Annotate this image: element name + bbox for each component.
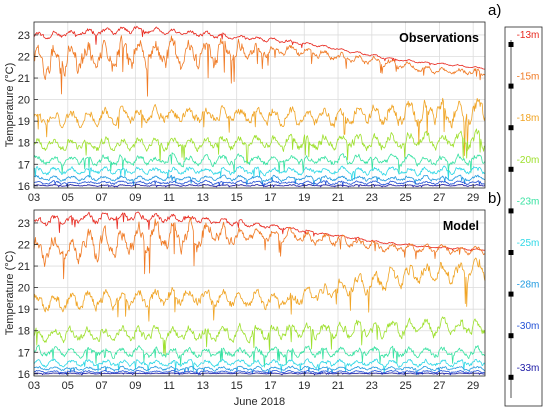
panel-annotation: Observations [399, 31, 479, 45]
legend-label-minus33m: -33m [517, 363, 540, 374]
legend-label-minus30m: -30m [517, 321, 540, 332]
series-line-minus13m [33, 211, 486, 252]
x-tick-label: 09 [129, 192, 141, 204]
x-tick-label: 21 [332, 380, 344, 392]
x-tick-label: 21 [332, 192, 344, 204]
y-tick-label: 20 [18, 283, 30, 295]
panel-tag: b) [488, 190, 501, 207]
y-axis-label: Temperature (°C) [4, 63, 16, 147]
x-tick-label: 23 [366, 192, 378, 204]
y-tick-label: 23 [18, 218, 30, 230]
panel-model: 16 17 18 19 20 21 22 23 03 05 07 09 11 13 15 17 19 21 23 25… [4, 190, 501, 408]
series-line-minus15m [33, 35, 486, 97]
series-line-minus23m [33, 344, 486, 368]
legend-depth-marker [508, 208, 514, 214]
x-tick-label: 23 [366, 380, 378, 392]
x-tick-label: 17 [264, 192, 276, 204]
legend-label-minus20m: -20m [517, 155, 540, 166]
series-line-minus20m [33, 128, 486, 164]
x-tick-label: 05 [62, 380, 74, 392]
legend-label-minus25m: -25m [517, 238, 540, 249]
series-line-minus33m [33, 183, 486, 188]
y-tick-label: 22 [18, 239, 30, 251]
series-line-minus30m [33, 369, 486, 376]
x-tick-label: 25 [399, 380, 411, 392]
panel-observations: 16 17 18 19 20 21 22 23 03 05 07 09 11 13 15 17 19 21 23 25… [4, 2, 501, 204]
legend-label-minus13m: -13m [517, 30, 540, 41]
y-tick-label: 21 [18, 73, 30, 85]
y-tick-label: 17 [18, 159, 30, 171]
series-line-minus28m [33, 174, 486, 187]
y-tick-label: 16 [18, 369, 30, 381]
series-line-minus15m [33, 216, 486, 280]
x-tick-label: 13 [197, 192, 209, 204]
y-axis-label: Temperature (°C) [4, 251, 16, 335]
series-line-minus30m [33, 179, 486, 188]
y-tick-label: 19 [18, 304, 30, 316]
y-tick-label: 16 [18, 181, 30, 193]
y-tick-label: 23 [18, 30, 30, 42]
legend-label-minus18m: -18m [517, 113, 540, 124]
y-tick-label: 18 [18, 138, 30, 150]
legend-depth-marker [508, 333, 514, 339]
legend-depth-marker [508, 374, 514, 380]
panel-tag: a) [488, 2, 501, 19]
x-tick-label: 11 [163, 380, 174, 392]
legend-depth-marker [508, 42, 514, 47]
series-line-minus13m [33, 25, 485, 70]
x-axis-label: June 2018 [234, 396, 285, 408]
y-tick-label: 20 [18, 95, 30, 107]
x-tick-label: 27 [433, 192, 445, 204]
x-tick-label: 19 [298, 380, 310, 392]
series-line-minus23m [33, 152, 486, 174]
legend-label-minus15m: -15m [517, 72, 540, 83]
x-tick-label: 17 [264, 380, 276, 392]
y-tick-label: 17 [18, 347, 30, 359]
y-tick-label: 19 [18, 116, 30, 128]
legend-label-minus23m: -23m [517, 196, 540, 207]
x-tick-label: 07 [95, 380, 107, 392]
x-tick-label: 29 [467, 380, 479, 392]
x-tick-label: 09 [129, 380, 141, 392]
legend-depth-marker [508, 291, 514, 297]
series-line-minus25m [33, 358, 486, 374]
legend-depth-marker [508, 166, 514, 172]
x-tick-label: 11 [163, 192, 174, 204]
x-tick-label: 27 [433, 380, 445, 392]
y-tick-label: 22 [18, 51, 30, 63]
panel-annotation: Model [443, 219, 479, 233]
x-tick-label: 07 [95, 192, 107, 204]
series-line-minus18m [33, 257, 486, 322]
x-tick-label: 13 [197, 380, 209, 392]
legend-depth-marker [508, 125, 514, 131]
x-tick-label: 29 [467, 192, 479, 204]
legend-depth-marker [508, 83, 514, 89]
series-line-minus28m [33, 365, 486, 376]
series-line-minus33m [34, 372, 486, 376]
axes-frame [33, 209, 486, 377]
x-tick-label: 03 [28, 192, 40, 204]
x-tick-label: 25 [399, 192, 411, 204]
depth-legend: -13m -15m -18m -20m -23m -25m -28m -30m -33m [504, 26, 543, 407]
x-tick-label: 15 [231, 380, 243, 392]
x-tick-label: 03 [28, 380, 40, 392]
series-line-minus18m [33, 97, 486, 157]
series-line-minus20m [33, 316, 486, 357]
legend-depth-marker [508, 250, 514, 255]
legend-label-minus28m: -28m [517, 280, 540, 291]
y-tick-label: 18 [18, 326, 30, 338]
x-tick-label: 05 [62, 192, 74, 204]
axes-frame [33, 21, 486, 189]
x-tick-label: 19 [298, 192, 310, 204]
y-tick-label: 21 [18, 261, 30, 273]
x-tick-label: 15 [231, 192, 243, 204]
